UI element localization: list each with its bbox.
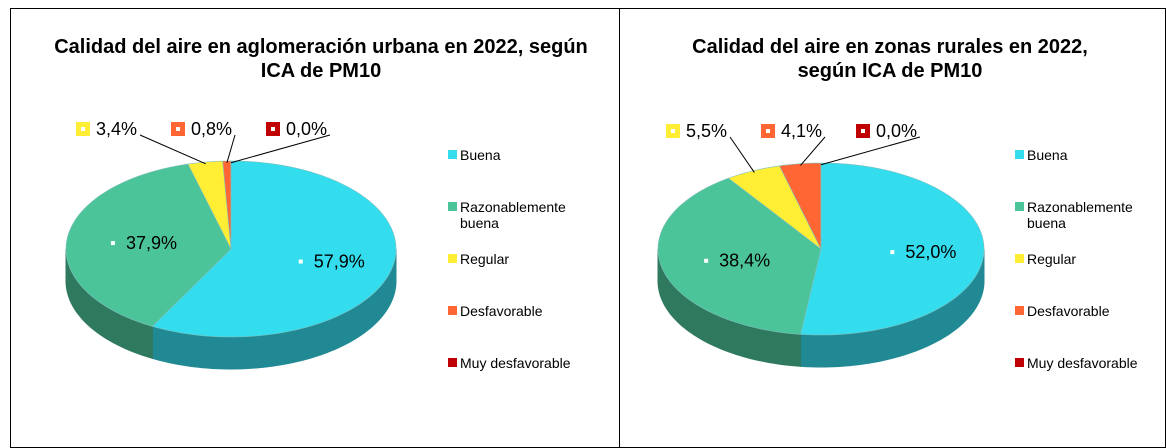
label-marker-inner bbox=[81, 127, 85, 131]
legend-label: Buena bbox=[1027, 147, 1068, 163]
leader-line bbox=[800, 136, 826, 166]
leader-line bbox=[226, 134, 236, 163]
legend-label: Desfavorable bbox=[1027, 303, 1110, 319]
data-label: 52,0% bbox=[905, 242, 956, 262]
legend-swatch bbox=[448, 202, 457, 211]
data-label: 0,0% bbox=[286, 119, 327, 139]
chart-title: Calidad del aire en aglomeración urbana … bbox=[54, 36, 588, 82]
legend-label: Muy desfavorable bbox=[1027, 355, 1138, 371]
pie-slice bbox=[779, 162, 822, 250]
label-marker-inner bbox=[671, 129, 675, 133]
data-label: 4,1% bbox=[781, 121, 822, 141]
label-marker-inner bbox=[766, 129, 770, 133]
legend-label: Regular bbox=[460, 251, 510, 267]
label-marker-inner bbox=[176, 127, 180, 131]
legend-swatch bbox=[448, 150, 457, 159]
chart-title: Calidad del aire en zonas rurales en 202… bbox=[692, 36, 1088, 82]
legend-swatch bbox=[448, 306, 457, 315]
pie-svg: 57,9% 37,9% 3,4% 0,8% 0,0% bbox=[65, 119, 397, 370]
label-marker-inner bbox=[271, 127, 275, 131]
data-label: 0,8% bbox=[191, 119, 232, 139]
pie-svg: 52,0% 38,4% 5,5% 4,1% 0,0% bbox=[657, 121, 985, 368]
legend-label: Buena bbox=[460, 147, 501, 163]
pie-slice bbox=[151, 160, 397, 338]
label-marker-inner bbox=[861, 129, 865, 133]
legend-label: Razonablemente buena bbox=[460, 199, 566, 231]
leader-line bbox=[820, 136, 921, 166]
leader-line bbox=[729, 136, 755, 173]
data-label: 3,4% bbox=[96, 119, 137, 139]
legend-label: Desfavorable bbox=[460, 303, 543, 319]
data-label: 38,4% bbox=[719, 251, 770, 271]
leader-line bbox=[139, 134, 206, 165]
labels: 57,9% 37,9% 3,4% 0,8% 0,0% bbox=[76, 119, 365, 271]
leader-line bbox=[230, 134, 331, 164]
label-marker-inner bbox=[298, 259, 303, 264]
legend-swatch bbox=[448, 358, 457, 367]
data-label: 0,0% bbox=[876, 121, 917, 141]
pie-slice bbox=[187, 160, 232, 250]
legend-swatch bbox=[1015, 202, 1024, 211]
data-label: 37,9% bbox=[126, 233, 177, 253]
legend-swatch bbox=[1015, 150, 1024, 159]
data-label: 5,5% bbox=[686, 121, 727, 141]
label-marker-inner bbox=[704, 258, 709, 263]
pie-slice bbox=[657, 177, 822, 335]
labels: 52,0% 38,4% 5,5% 4,1% 0,0% bbox=[666, 121, 956, 271]
legend-swatch bbox=[1015, 306, 1024, 315]
page: 57,9% 37,9% 3,4% 0,8% 0,0% Calidad del aire … bbox=[10, 8, 1166, 448]
chart-panel: 52,0% 38,4% 5,5% 4,1% 0,0% Calidad del aire … bbox=[619, 8, 1166, 448]
legend-label: Razonablemente buena bbox=[1027, 199, 1133, 231]
chart-panel: 57,9% 37,9% 3,4% 0,8% 0,0% Calidad del aire … bbox=[10, 8, 620, 448]
data-label: 57,9% bbox=[314, 251, 365, 271]
legend-label: Regular bbox=[1027, 251, 1077, 267]
legend-swatch bbox=[1015, 254, 1024, 263]
legend-swatch bbox=[448, 254, 457, 263]
pie-slice bbox=[65, 163, 232, 327]
legend-label: Muy desfavorable bbox=[460, 355, 571, 371]
label-marker-inner bbox=[110, 241, 115, 246]
label-marker-inner bbox=[890, 250, 895, 255]
legend-swatch bbox=[1015, 358, 1024, 367]
pie-tops bbox=[65, 160, 397, 338]
